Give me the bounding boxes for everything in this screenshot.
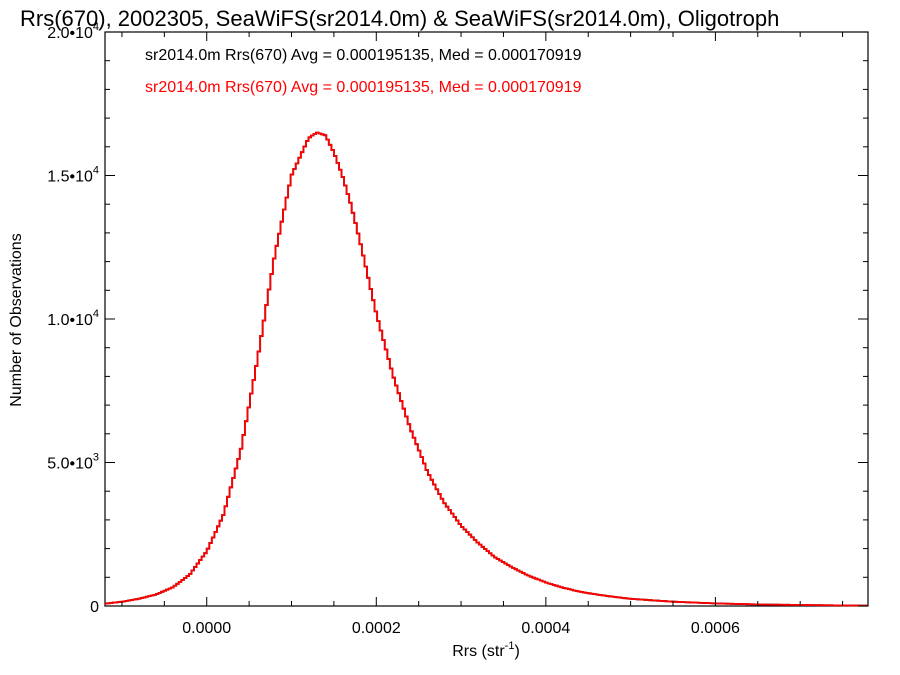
y-tick-label: 5.0•103 — [47, 452, 99, 473]
x-tick-label: 0.0000 — [182, 620, 231, 637]
x-tick-label: 0.0002 — [352, 620, 401, 637]
annotation-layer: sr2014.0m Rrs(670) Avg = 0.000195135, Me… — [145, 47, 582, 96]
annotation-stats-red: sr2014.0m Rrs(670) Avg = 0.000195135, Me… — [145, 79, 582, 96]
x-axis-label: Rrs (str-1) — [452, 640, 520, 660]
x-axis-ticks: 0.0000 0.0002 0.0004 0.0006 — [121, 32, 844, 637]
y-tick-label: 2.0•104 — [47, 21, 99, 42]
y-tick-label: 1.5•104 — [47, 165, 99, 186]
series-layer — [105, 131, 868, 607]
x-tick-label: 0.0006 — [691, 620, 740, 637]
series-line-1 — [105, 131, 868, 607]
series-line-2 — [105, 131, 868, 607]
annotation-stats-black: sr2014.0m Rrs(670) Avg = 0.000195135, Me… — [145, 47, 582, 64]
y-tick-label: 0 — [90, 599, 99, 616]
y-axis-ticks: 0 5.0•103 1.0•104 1.5•104 2.0•104 — [47, 21, 868, 616]
chart-title: Rrs(670), 2002305, SeaWiFS(sr2014.0m) & … — [20, 6, 779, 31]
y-axis-label: Number of Observations — [8, 233, 25, 406]
x-tick-label: 0.0004 — [521, 620, 570, 637]
y-tick-label: 1.0•104 — [47, 308, 99, 329]
